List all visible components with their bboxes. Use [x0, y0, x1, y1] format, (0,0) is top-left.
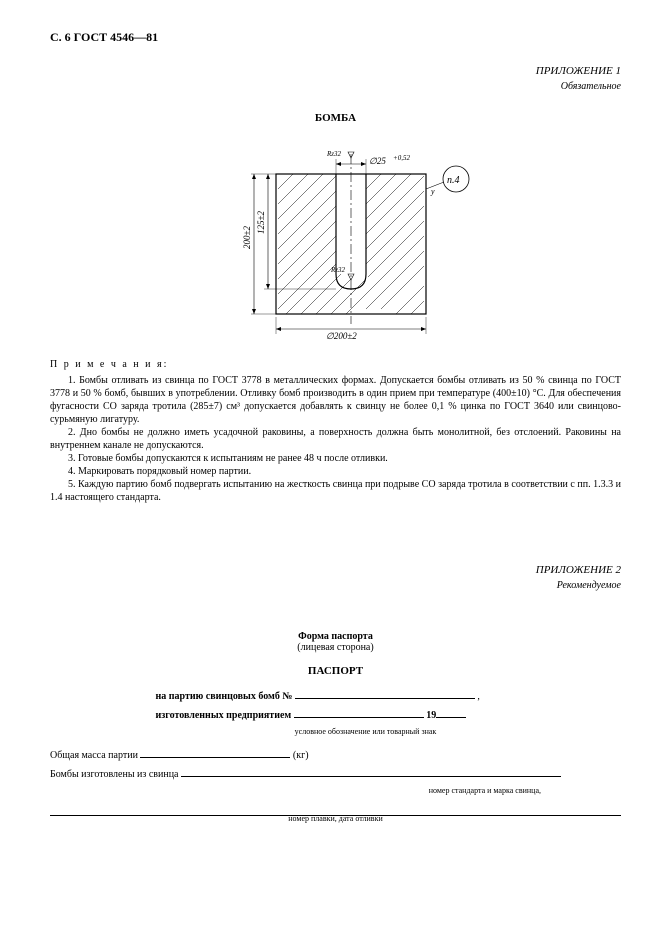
manufacturer-label: изготовленных предприятием [156, 710, 292, 721]
manufacturer-field[interactable] [294, 717, 424, 718]
dim-bottom: ∅200±2 [326, 331, 357, 341]
manufacturer-hint: условное обозначение или товарный знак [216, 727, 516, 736]
note-5: 5. Каждую партию бомб подвергать испытан… [50, 478, 621, 504]
mass-unit: (кг) [293, 750, 309, 761]
callout-lead: y [430, 187, 435, 196]
bomba-diagram: ∅25 +0,52 Rz32 Rz32 200±2 125±2 ∅200±2 y… [196, 134, 476, 344]
note-3: 3. Готовые бомбы допускаются к испытания… [50, 452, 621, 465]
appendix1-title: ПРИЛОЖЕНИЕ 1 [50, 65, 621, 77]
batch-number-field[interactable] [295, 698, 475, 699]
callout-text: п.4 [447, 175, 460, 186]
mass-label: Общая масса партии [50, 750, 138, 761]
made-hint: номер стандарта и марка свинца, [50, 786, 621, 795]
appendix2-subtitle: Рекомендуемое [50, 580, 621, 591]
made-label: Бомбы изготовлены из свинца [50, 769, 179, 780]
passport-title: ПАСПОРТ [50, 665, 621, 677]
bomba-title: БОМБА [50, 112, 621, 124]
appendix2-title: ПРИЛОЖЕНИЕ 2 [50, 564, 621, 576]
note-4: 4. Маркировать порядковый номер партии. [50, 465, 621, 478]
lead-spec-field[interactable] [181, 776, 561, 777]
dim-left-outer: 200±2 [242, 226, 252, 249]
rz-top: Rz32 [326, 150, 342, 158]
note-2: 2. Дно бомбы не должно иметь усадочной р… [50, 426, 621, 452]
dim-top: ∅25 [369, 156, 386, 166]
note-1: 1. Бомбы отливать из свинца по ГОСТ 3778… [50, 374, 621, 426]
appendix1-subtitle: Обязательное [50, 81, 621, 92]
form-header: Форма паспорта [50, 631, 621, 642]
rz-inner: Rz32 [330, 266, 346, 274]
page-header: С. 6 ГОСТ 4546—81 [50, 30, 621, 45]
year-prefix: 19 [426, 710, 436, 721]
batch-label: на партию свинцовых бомб № [156, 691, 293, 702]
dim-top-tol: +0,52 [393, 154, 410, 162]
mass-field[interactable] [140, 757, 290, 758]
dim-left-inner: 125±2 [256, 211, 266, 234]
bottom-hint: номер плавки, дата отливки [50, 814, 621, 823]
year-field[interactable] [436, 717, 466, 718]
notes-title: П р и м е ч а н и я: [50, 359, 621, 370]
form-sub: (лицевая сторона) [50, 642, 621, 653]
